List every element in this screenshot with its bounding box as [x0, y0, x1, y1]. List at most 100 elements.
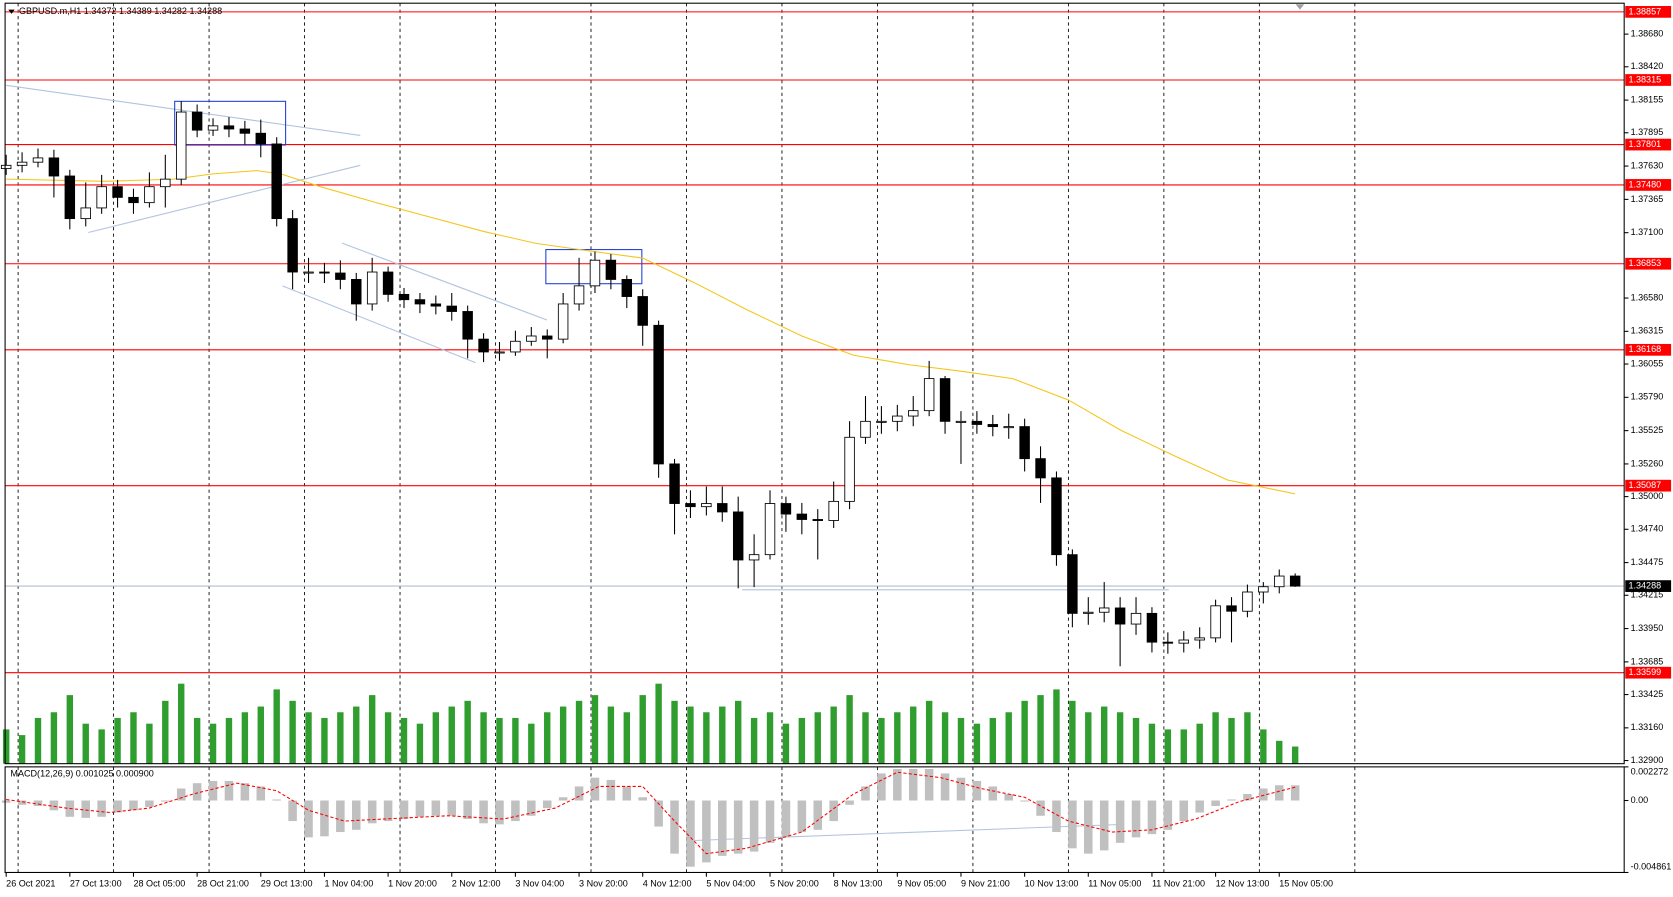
- macd-bar: [1179, 800, 1189, 822]
- macd-bar: [1084, 800, 1093, 854]
- macd-bar: [1020, 800, 1029, 802]
- y-tick-label: 1.37100: [1631, 227, 1664, 237]
- candle-body: [160, 178, 171, 188]
- macd-bar: [1227, 799, 1236, 801]
- volume-bar: [130, 712, 137, 764]
- x-tick-label: 27 Oct 13:00: [70, 879, 122, 889]
- candle-body: [207, 125, 219, 131]
- volume-bar: [655, 683, 662, 764]
- y-tick-label: 1.33160: [1631, 722, 1664, 732]
- main-panel-border: [4, 2, 1625, 765]
- macd-bar: [1163, 800, 1173, 830]
- candle-body: [987, 424, 999, 428]
- trend-line: [88, 164, 361, 234]
- volume-layer: [2, 683, 1299, 764]
- volume-bar: [1069, 700, 1076, 764]
- candle-body: [1274, 575, 1285, 588]
- candle-body: [191, 111, 203, 131]
- volume-bar: [321, 717, 328, 764]
- macd-bar: [192, 783, 202, 801]
- macd-bar: [1147, 800, 1157, 835]
- candle-body: [796, 513, 808, 520]
- candle-body: [605, 259, 617, 280]
- candle-body: [844, 436, 855, 502]
- candle-body: [16, 161, 28, 166]
- y-tick-label: 1.36315: [1631, 326, 1664, 336]
- candle-body: [892, 415, 903, 422]
- macd-bar: [383, 800, 393, 822]
- macd-bar: [33, 800, 43, 806]
- level-label: 1.37480: [1628, 179, 1661, 189]
- x-tick-label: 1 Nov 20:00: [388, 879, 437, 889]
- candle-body: [303, 271, 314, 274]
- volume-bar: [273, 689, 280, 764]
- candle-body: [239, 128, 251, 134]
- volume-bar: [1164, 729, 1172, 764]
- x-tick-label: 4 Nov 12:00: [643, 879, 692, 889]
- trend-line: [341, 242, 548, 321]
- volume-bar: [607, 706, 615, 764]
- volume-bar: [1196, 723, 1203, 764]
- y-tick-label: -0.004861: [1631, 862, 1672, 872]
- macd-bar: [893, 768, 902, 801]
- level-label: 1.38315: [1628, 74, 1661, 84]
- macd-bar: [686, 800, 695, 867]
- volume-bar: [1085, 712, 1092, 764]
- volume-bar: [559, 706, 567, 764]
- volume-bar: [162, 700, 169, 764]
- candle-body: [685, 503, 696, 508]
- volume-bar: [528, 723, 535, 764]
- macd-signal: [6, 771, 1296, 855]
- macd-panel-border: [4, 766, 1625, 874]
- chart-title: GBPUSD.m,H1 1.34372 1.34389 1.34282 1.34…: [19, 6, 222, 16]
- volume-bar: [1260, 729, 1267, 764]
- x-tick-label: 26 Oct 2021: [6, 879, 55, 889]
- y-tick-label: 1.33685: [1631, 656, 1664, 666]
- volume-bar: [50, 712, 58, 764]
- volume-bar: [719, 706, 726, 764]
- macd-bar: [924, 768, 934, 801]
- trend-line: [6, 84, 361, 136]
- candle-body: [1242, 591, 1253, 612]
- macd-bar: [1004, 793, 1013, 801]
- macd-bar: [670, 800, 679, 854]
- macd-bar: [256, 786, 266, 801]
- y-tick-label: 1.35525: [1631, 425, 1664, 435]
- candle-body: [1289, 575, 1301, 587]
- candle-body: [1098, 607, 1110, 613]
- candle-body: [780, 503, 792, 515]
- volume-bar: [66, 695, 74, 764]
- macd-bar: [638, 797, 647, 801]
- volume-bar: [973, 723, 981, 764]
- macd-bar: [176, 788, 186, 801]
- candle-body: [1083, 611, 1094, 614]
- macd-bar: [431, 800, 441, 816]
- candle-body: [64, 175, 76, 220]
- candle-body: [398, 293, 410, 301]
- level-label: 1.33599: [1628, 667, 1661, 677]
- volume-bar: [623, 712, 630, 764]
- volume-bar: [878, 717, 885, 764]
- candle-body: [80, 207, 91, 220]
- candle-body: [573, 285, 585, 305]
- macd-bar: [1036, 800, 1045, 816]
- x-tick-label: 1 Nov 04:00: [324, 879, 373, 889]
- candle-body: [287, 218, 298, 273]
- volume-bar: [671, 700, 678, 764]
- candle-body: [621, 279, 633, 297]
- macd-bar: [1068, 800, 1077, 849]
- macd-bar: [702, 800, 711, 863]
- candle-body: [653, 324, 664, 465]
- x-tick-label: 10 Nov 13:00: [1025, 879, 1079, 889]
- y-tick-label: 1.37365: [1631, 194, 1664, 204]
- macd-bar: [797, 800, 807, 833]
- volume-bar: [353, 706, 360, 764]
- y-tick-label: 1.32900: [1631, 755, 1664, 765]
- x-tick-label: 2 Nov 12:00: [452, 879, 501, 889]
- x-tick-label: 28 Oct 05:00: [133, 879, 185, 889]
- candle-body: [637, 296, 648, 326]
- y-tick-label: 1.34740: [1631, 524, 1664, 534]
- macd-bar: [49, 800, 59, 811]
- volume-bar: [114, 717, 121, 764]
